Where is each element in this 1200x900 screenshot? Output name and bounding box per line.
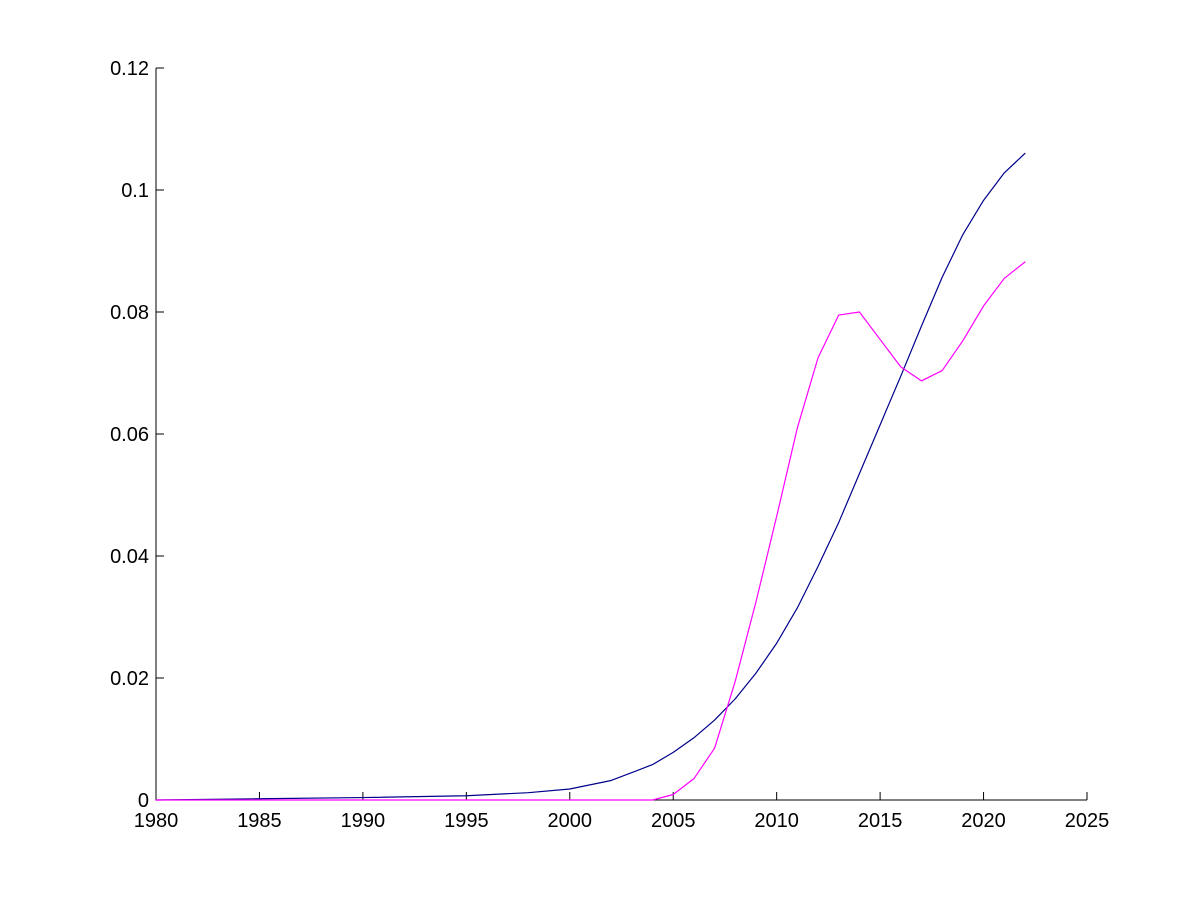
y-tick-label: 0.12 — [110, 58, 149, 80]
y-tick-label: 0.04 — [110, 546, 149, 568]
series-layer — [155, 152, 1026, 801]
axes — [155, 68, 1087, 801]
y-tick-label: 0.06 — [110, 424, 149, 446]
x-tick-label: 2015 — [858, 810, 903, 832]
y-tick-label: 0.08 — [110, 302, 149, 324]
x-tick-label: 1995 — [444, 810, 489, 832]
y-ticks: 0 0.02 0.04 0.06 0.08 0.1 0.12 — [110, 58, 164, 812]
x-tick-label: 2010 — [754, 810, 799, 832]
x-tick-label: 1985 — [237, 810, 282, 832]
y-tick-label: 0.1 — [121, 180, 149, 202]
x-tick-label: 2025 — [1065, 810, 1110, 832]
series-2-line — [155, 261, 1026, 801]
x-tick-label: 1990 — [341, 810, 386, 832]
x-tick-label: 2005 — [651, 810, 696, 832]
x-ticks: 1980 1985 1990 1995 2000 2005 2010 2015 2020 2025 — [134, 792, 1110, 832]
y-tick-label: 0 — [138, 790, 149, 812]
series-1-line — [155, 152, 1026, 801]
x-tick-label: 1980 — [134, 810, 179, 832]
y-tick-label: 0.02 — [110, 668, 149, 690]
x-tick-label: 2000 — [548, 810, 593, 832]
x-tick-label: 2020 — [961, 810, 1006, 832]
